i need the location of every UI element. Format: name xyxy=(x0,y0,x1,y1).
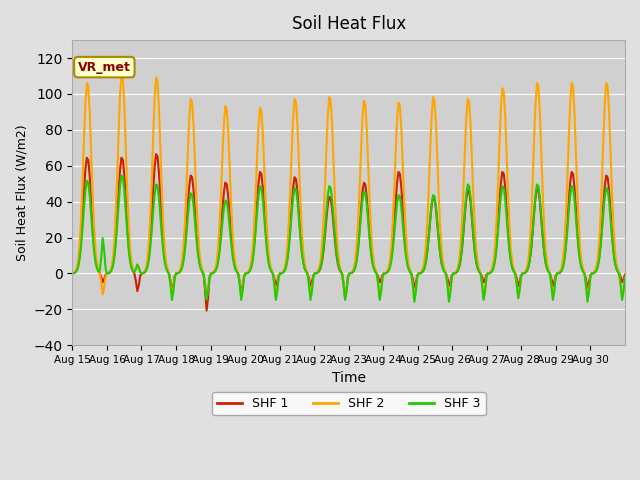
SHF 3 xyxy=(621,274,629,280)
SHF 3 xyxy=(104,270,112,276)
Text: VR_met: VR_met xyxy=(78,60,131,73)
SHF 1 xyxy=(621,272,629,277)
Y-axis label: Soil Heat Flux (W/m2): Soil Heat Flux (W/m2) xyxy=(15,124,28,261)
SHF 1 xyxy=(104,270,112,276)
SHF 1 xyxy=(68,270,76,276)
SHF 3 xyxy=(465,183,473,189)
SHF 1 xyxy=(152,151,160,157)
SHF 2 xyxy=(410,295,418,301)
Line: SHF 3: SHF 3 xyxy=(72,176,625,302)
SHF 1 xyxy=(356,227,364,232)
SHF 1 xyxy=(87,197,95,203)
Legend: SHF 1, SHF 2, SHF 3: SHF 1, SHF 2, SHF 3 xyxy=(212,392,486,415)
SHF 2 xyxy=(465,99,473,105)
SHF 3 xyxy=(354,247,362,252)
Line: SHF 1: SHF 1 xyxy=(72,154,625,311)
Line: SHF 2: SHF 2 xyxy=(72,74,625,298)
SHF 2 xyxy=(621,274,629,280)
X-axis label: Time: Time xyxy=(332,371,365,384)
SHF 2 xyxy=(68,270,76,276)
SHF 3 xyxy=(68,271,76,276)
Title: Soil Heat Flux: Soil Heat Flux xyxy=(292,15,406,33)
SHF 2 xyxy=(354,220,362,226)
SHF 2 xyxy=(118,71,125,77)
SHF 1 xyxy=(203,308,211,313)
SHF 1 xyxy=(465,189,473,194)
SHF 2 xyxy=(104,270,112,276)
SHF 2 xyxy=(620,287,627,293)
SHF 1 xyxy=(620,276,627,282)
SHF 3 xyxy=(548,283,556,288)
SHF 3 xyxy=(620,288,627,294)
SHF 2 xyxy=(87,149,95,155)
SHF 3 xyxy=(118,173,125,179)
SHF 3 xyxy=(87,212,95,217)
SHF 2 xyxy=(548,281,556,287)
SHF 1 xyxy=(548,276,556,282)
SHF 3 xyxy=(410,299,418,305)
